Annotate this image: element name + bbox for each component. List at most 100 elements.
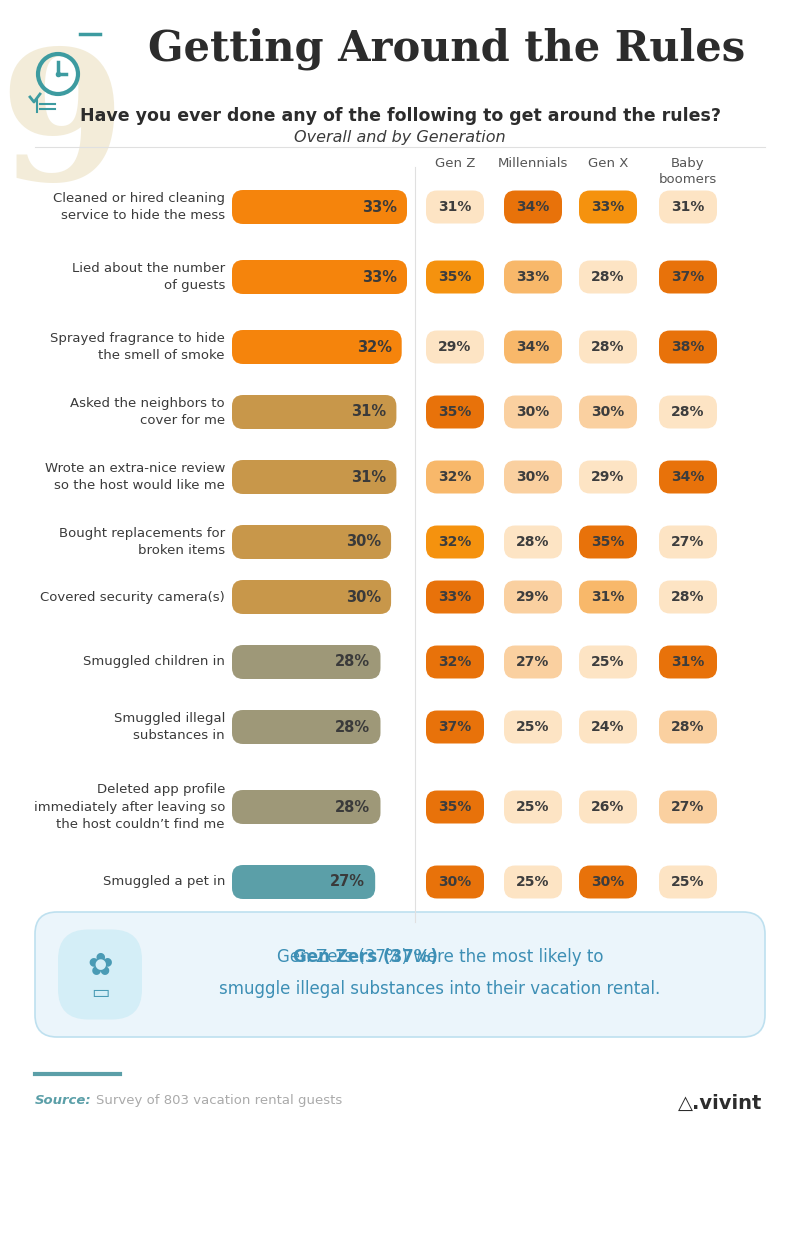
Text: Bought replacements for
broken items: Bought replacements for broken items	[59, 527, 225, 557]
Text: 34%: 34%	[516, 341, 550, 354]
Text: Smuggled a pet in: Smuggled a pet in	[102, 875, 225, 889]
Text: Have you ever done any of the following to get around the rules?: Have you ever done any of the following …	[79, 106, 721, 125]
Text: 37%: 37%	[671, 270, 705, 284]
Text: 37%: 37%	[438, 720, 472, 734]
Text: 33%: 33%	[362, 269, 397, 284]
FancyBboxPatch shape	[579, 461, 637, 493]
FancyBboxPatch shape	[659, 190, 717, 224]
FancyBboxPatch shape	[35, 911, 765, 1037]
FancyBboxPatch shape	[659, 461, 717, 493]
Text: 31%: 31%	[671, 655, 705, 669]
Text: Smuggled children in: Smuggled children in	[83, 656, 225, 669]
FancyBboxPatch shape	[426, 396, 484, 428]
FancyBboxPatch shape	[426, 260, 484, 293]
Text: Asked the neighbors to
cover for me: Asked the neighbors to cover for me	[70, 397, 225, 427]
Text: Millennials: Millennials	[498, 156, 568, 170]
FancyBboxPatch shape	[232, 459, 396, 495]
Text: 30%: 30%	[346, 535, 381, 550]
Text: 30%: 30%	[591, 404, 625, 419]
Text: 28%: 28%	[335, 720, 370, 735]
Text: 35%: 35%	[591, 535, 625, 548]
Text: Overall and by Generation: Overall and by Generation	[294, 130, 506, 145]
Text: Cleaned or hired cleaning
service to hide the mess: Cleaned or hired cleaning service to hid…	[53, 192, 225, 223]
Text: 33%: 33%	[516, 270, 550, 284]
Text: 24%: 24%	[591, 720, 625, 734]
Text: Smuggled illegal
substances in: Smuggled illegal substances in	[114, 711, 225, 742]
Text: 30%: 30%	[438, 875, 472, 889]
FancyBboxPatch shape	[579, 526, 637, 558]
FancyBboxPatch shape	[659, 646, 717, 679]
FancyBboxPatch shape	[659, 396, 717, 428]
Text: ▭: ▭	[91, 983, 109, 1002]
Text: 31%: 31%	[438, 200, 472, 214]
FancyBboxPatch shape	[659, 865, 717, 899]
Text: 34%: 34%	[671, 470, 705, 485]
Text: Gen Zers (37%): Gen Zers (37%)	[293, 948, 438, 965]
Text: 30%: 30%	[516, 470, 550, 485]
Text: 26%: 26%	[591, 800, 625, 814]
FancyBboxPatch shape	[659, 581, 717, 613]
Text: 32%: 32%	[438, 655, 472, 669]
Text: Wrote an extra-nice review
so the host would like me: Wrote an extra-nice review so the host w…	[45, 462, 225, 492]
FancyBboxPatch shape	[504, 461, 562, 493]
FancyBboxPatch shape	[232, 394, 396, 429]
FancyBboxPatch shape	[579, 865, 637, 899]
FancyBboxPatch shape	[504, 331, 562, 363]
FancyBboxPatch shape	[579, 260, 637, 293]
FancyBboxPatch shape	[232, 190, 407, 224]
FancyBboxPatch shape	[232, 331, 402, 364]
Text: 28%: 28%	[591, 270, 625, 284]
FancyBboxPatch shape	[426, 461, 484, 493]
Text: 28%: 28%	[671, 590, 705, 603]
Text: Source:: Source:	[35, 1094, 92, 1107]
Text: 31%: 31%	[351, 470, 386, 485]
Text: 25%: 25%	[516, 875, 550, 889]
FancyBboxPatch shape	[504, 581, 562, 613]
FancyBboxPatch shape	[426, 790, 484, 824]
FancyBboxPatch shape	[232, 790, 381, 824]
Text: 35%: 35%	[438, 404, 472, 419]
Text: 28%: 28%	[591, 341, 625, 354]
Text: 32%: 32%	[438, 535, 472, 548]
Text: 35%: 35%	[438, 270, 472, 284]
Text: Sprayed fragrance to hide
the smell of smoke: Sprayed fragrance to hide the smell of s…	[50, 332, 225, 362]
Text: 33%: 33%	[438, 590, 472, 603]
Text: 30%: 30%	[346, 590, 381, 605]
FancyBboxPatch shape	[579, 331, 637, 363]
Text: 25%: 25%	[516, 720, 550, 734]
Text: 32%: 32%	[357, 339, 392, 354]
Text: 38%: 38%	[671, 341, 705, 354]
Text: 27%: 27%	[671, 800, 705, 814]
FancyBboxPatch shape	[426, 646, 484, 679]
Text: 28%: 28%	[671, 720, 705, 734]
Text: Gen Z: Gen Z	[435, 156, 475, 170]
FancyBboxPatch shape	[504, 260, 562, 293]
Text: Deleted app profile
immediately after leaving so
the host couldn’t find me: Deleted app profile immediately after le…	[34, 782, 225, 831]
Text: Gen Zers (37%) were the most likely to: Gen Zers (37%) were the most likely to	[277, 948, 603, 965]
FancyBboxPatch shape	[579, 396, 637, 428]
Text: 27%: 27%	[330, 874, 365, 889]
FancyBboxPatch shape	[504, 865, 562, 899]
FancyBboxPatch shape	[232, 710, 381, 744]
FancyBboxPatch shape	[232, 645, 381, 679]
Text: smuggle illegal substances into their vacation rental.: smuggle illegal substances into their va…	[219, 980, 661, 999]
FancyBboxPatch shape	[659, 790, 717, 824]
FancyBboxPatch shape	[579, 710, 637, 744]
Text: 28%: 28%	[335, 655, 370, 670]
Text: 33%: 33%	[362, 199, 397, 214]
FancyBboxPatch shape	[579, 790, 637, 824]
FancyBboxPatch shape	[426, 865, 484, 899]
Text: Getting Around the Rules: Getting Around the Rules	[148, 28, 746, 70]
Text: 28%: 28%	[671, 404, 705, 419]
FancyBboxPatch shape	[579, 190, 637, 224]
FancyBboxPatch shape	[659, 710, 717, 744]
Text: 25%: 25%	[671, 875, 705, 889]
FancyBboxPatch shape	[426, 526, 484, 558]
Text: △.vivint: △.vivint	[678, 1094, 762, 1113]
FancyBboxPatch shape	[579, 581, 637, 613]
Text: 29%: 29%	[516, 590, 550, 603]
Text: Covered security camera(s): Covered security camera(s)	[40, 591, 225, 603]
Text: 35%: 35%	[438, 800, 472, 814]
Text: 30%: 30%	[516, 404, 550, 419]
FancyBboxPatch shape	[579, 646, 637, 679]
